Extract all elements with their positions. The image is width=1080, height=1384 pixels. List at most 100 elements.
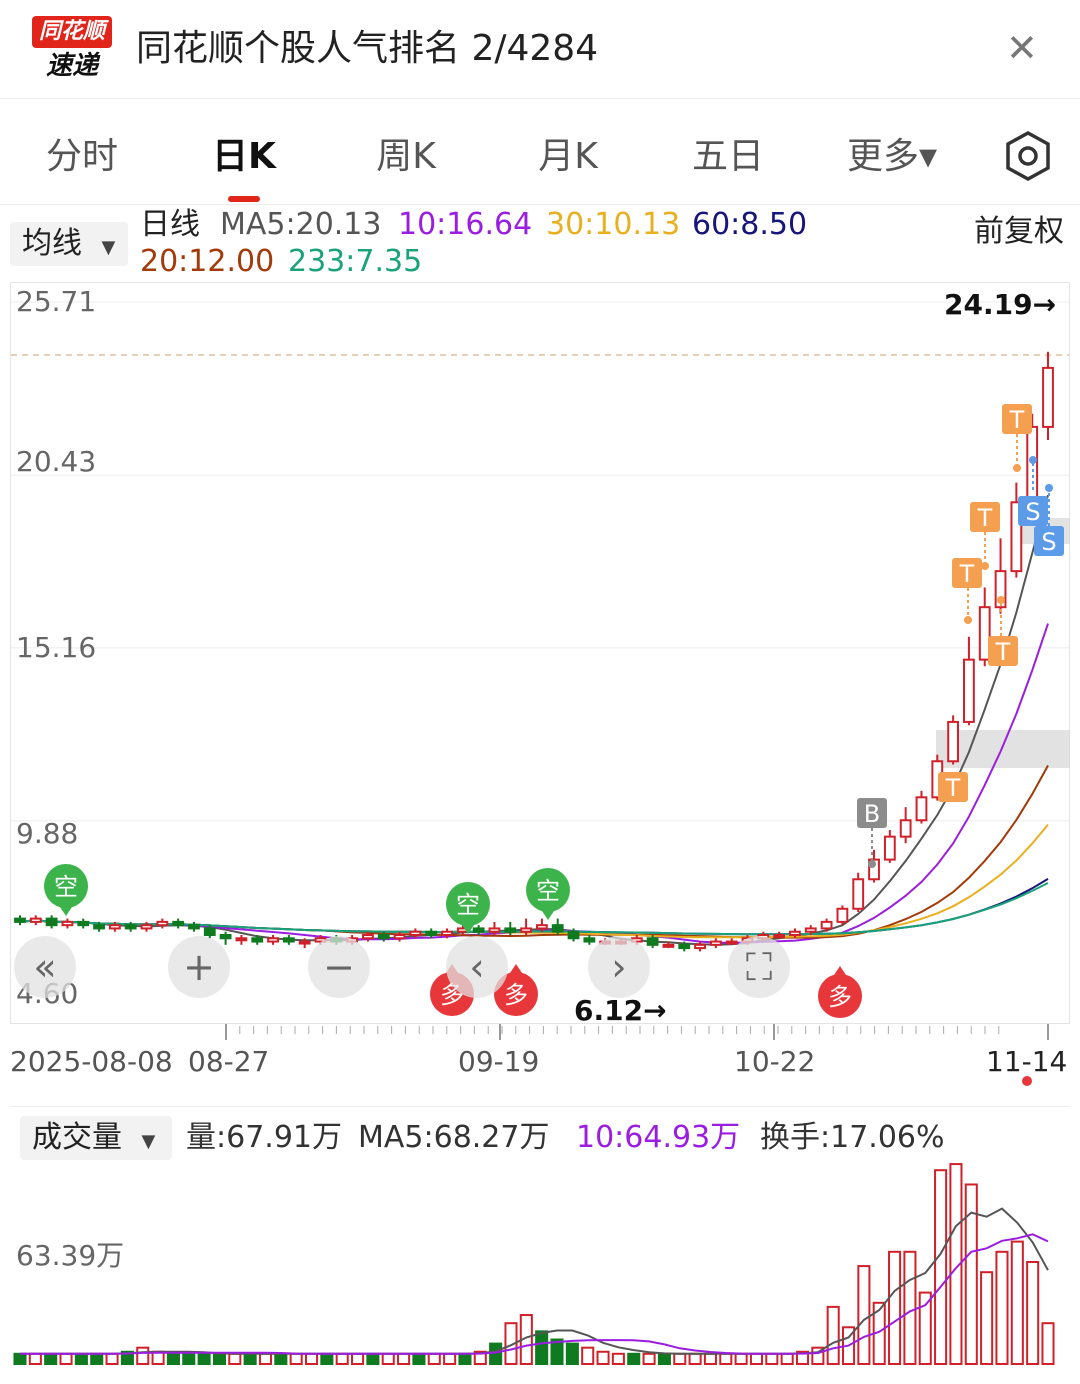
volume-bar xyxy=(274,1352,288,1366)
volume-bar xyxy=(627,1352,641,1366)
candle-body xyxy=(425,930,438,936)
volume-bar xyxy=(811,1346,825,1365)
scroll-next-button[interactable]: › xyxy=(588,936,650,998)
tab-daily-k[interactable]: 日K xyxy=(212,136,276,177)
volume-bar xyxy=(826,1305,840,1366)
signal-badge xyxy=(494,972,538,1016)
signal-dot xyxy=(981,562,989,570)
signal-text: 多 xyxy=(828,983,852,1011)
candle-body xyxy=(789,930,801,936)
volume-bar xyxy=(120,1350,134,1365)
volume-bar xyxy=(734,1352,748,1366)
candle-body xyxy=(520,927,532,933)
volume-bar xyxy=(443,1352,457,1366)
volume-bar xyxy=(719,1352,733,1366)
volume-bar xyxy=(918,1291,932,1366)
signal-pointer xyxy=(540,908,556,920)
short-signal: 空 xyxy=(526,868,570,920)
long-signal: 多 xyxy=(494,964,538,1016)
tab-five-day[interactable]: 五日 xyxy=(691,136,764,177)
signal-text: T xyxy=(945,774,961,802)
volume-bar xyxy=(949,1163,963,1365)
volume-selector-label: 成交量 xyxy=(32,1120,122,1155)
candle-body xyxy=(662,943,675,948)
x-tick-label: 2025-08-08 xyxy=(10,1045,173,1078)
tab-intraday[interactable]: 分时 xyxy=(45,136,118,177)
current-date-dot xyxy=(1022,1076,1032,1086)
signal-dot xyxy=(964,616,972,624)
volume-bar xyxy=(550,1338,564,1366)
candle-body xyxy=(77,920,90,927)
candle-body xyxy=(203,927,216,936)
ma5-value: MA5:20.13 xyxy=(220,207,382,242)
signal-pointer xyxy=(832,966,848,978)
signal-text: S xyxy=(1025,498,1040,526)
signal-badge xyxy=(857,798,887,828)
buy-signal: B xyxy=(857,798,887,828)
candle-body xyxy=(963,658,975,723)
tab-monthly-k[interactable]: 月K xyxy=(538,136,598,177)
volume-bar xyxy=(258,1352,273,1366)
candle-body xyxy=(915,796,928,822)
volume-bar xyxy=(765,1352,779,1366)
candle-body xyxy=(804,927,817,933)
candle-body xyxy=(172,920,185,927)
signal-text: 空 xyxy=(456,891,480,919)
volume-bar xyxy=(182,1352,196,1366)
signal-text: T xyxy=(995,638,1011,666)
volume-bar xyxy=(289,1352,303,1366)
candle-body xyxy=(488,927,501,933)
scroll-prev-button[interactable]: ‹ xyxy=(446,936,508,998)
candle-body xyxy=(124,924,137,930)
volume-bar xyxy=(381,1352,395,1366)
tab-more[interactable]: 更多▾ xyxy=(846,136,938,177)
volume-chart xyxy=(13,1163,1055,1366)
volume-bar xyxy=(90,1352,104,1366)
candle-body xyxy=(108,924,121,930)
page-title: 同花顺个股人气排名 2/4284 xyxy=(136,28,599,69)
volume-bar xyxy=(780,1352,794,1366)
tab-weekly-k[interactable]: 周K xyxy=(376,136,436,177)
adjust-mode[interactable]: 前复权 xyxy=(974,214,1064,249)
candle-body xyxy=(694,943,706,950)
candle-body xyxy=(188,924,200,930)
signal-badge xyxy=(970,502,1000,532)
volume-bar xyxy=(903,1250,917,1365)
high-price-marker: 24.19→ xyxy=(944,288,1057,321)
volume-bar xyxy=(888,1250,902,1365)
volume-bar xyxy=(642,1352,656,1366)
volume-ma-line xyxy=(20,1233,1049,1355)
candle-body xyxy=(883,835,896,861)
fullscreen-button[interactable]: ⛶ xyxy=(728,936,790,998)
t-signal: T xyxy=(1002,404,1032,434)
turnover-value: 换手:17.06% xyxy=(760,1120,945,1155)
candle-body xyxy=(441,930,453,936)
hexagon-settings-icon[interactable] xyxy=(1004,130,1052,182)
volume-bar xyxy=(657,1352,671,1366)
volume-y-tick: 63.39万 xyxy=(16,1239,125,1272)
volume-bar xyxy=(335,1352,349,1366)
candle-body xyxy=(377,933,390,940)
candle-body xyxy=(1042,366,1054,428)
signal-dot xyxy=(1013,464,1021,472)
volume-bar xyxy=(304,1352,319,1366)
candle-body xyxy=(852,878,865,910)
signal-pointer xyxy=(508,964,524,976)
ma-selector[interactable]: 均线 ▼ xyxy=(10,222,128,266)
volume-indicator-selector[interactable]: 成交量 ▼ xyxy=(20,1116,172,1160)
close-icon[interactable]: ✕ xyxy=(1006,26,1038,70)
back-to-start-button[interactable]: « xyxy=(14,936,76,998)
signal-pointer xyxy=(460,922,476,934)
ma60-value: 60:8.50 xyxy=(692,207,808,242)
signal-text: T xyxy=(977,504,993,532)
signal-dot xyxy=(1029,456,1037,464)
zoom-out-button[interactable]: − xyxy=(308,936,370,998)
volume-bar xyxy=(458,1352,472,1366)
kline-chart-frame[interactable] xyxy=(10,282,1070,1024)
volume-bar xyxy=(504,1322,518,1365)
signal-dot xyxy=(868,860,876,868)
volume-bar xyxy=(1026,1261,1040,1365)
zoom-in-button[interactable]: + xyxy=(168,936,230,998)
volume-bar xyxy=(228,1352,242,1366)
volume-bar xyxy=(995,1250,1009,1365)
